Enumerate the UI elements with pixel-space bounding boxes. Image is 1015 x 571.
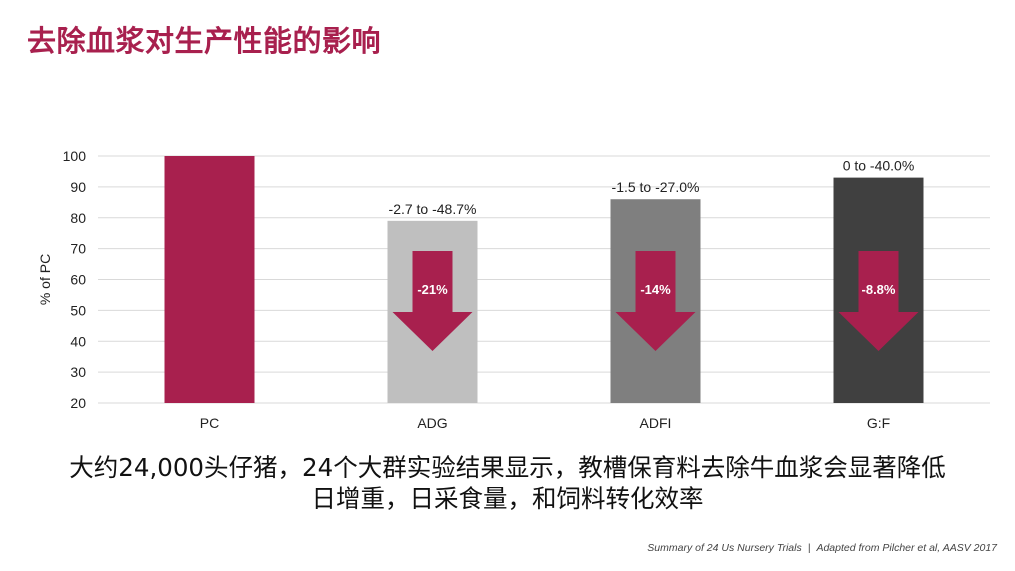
change-label: -21%: [417, 282, 448, 297]
change-label: -8.8%: [862, 282, 896, 297]
footnote-reference: Adapted from Pilcher et al, AASV 2017: [816, 542, 997, 554]
y-tick-label: 30: [70, 364, 86, 380]
change-label: -14%: [640, 282, 671, 297]
footnote: Summary of 24 Us Nursery Trials | Adapted …: [647, 542, 997, 554]
summary-line-1: 大约24,000头仔猪，24个大群实验结果显示，教槽保育料去除牛血浆会显著降低: [69, 453, 946, 482]
labels: 20 30 40 50 60 70 80 90 100 PC ADG -2.7 to -48.7% -2…: [63, 148, 919, 431]
footnote-separator: |: [807, 542, 811, 554]
y-tick-label: 70: [70, 241, 86, 257]
summary-line-2: 日增重，日采食量，和饲料转化效率: [311, 484, 704, 513]
slide-title: 去除血浆对生产性能的影响: [27, 24, 382, 58]
summary-text: 大约24,000头仔猪，24个大群实验结果显示，教槽保育料去除牛血浆会显著降低 …: [20, 452, 995, 514]
x-tick-label: ADFI: [640, 415, 672, 431]
down-arrow-icon: [615, 251, 696, 351]
range-label: 0 to -40.0%: [843, 158, 915, 174]
x-tick-label: PC: [200, 415, 219, 431]
down-arrow-icon: [392, 251, 473, 351]
y-tick-label: 90: [70, 179, 86, 195]
x-tick-label: G:F: [867, 415, 890, 431]
range-label: -2.7 to -48.7%: [389, 201, 477, 217]
footnote-source: Summary of 24 Us Nursery Trials: [647, 542, 802, 554]
y-tick-label: 20: [70, 395, 86, 411]
y-axis-label: % of PC: [37, 254, 53, 305]
down-arrow-icon: [838, 251, 919, 351]
y-tick-label: 100: [63, 148, 87, 164]
range-label: -1.5 to -27.0%: [612, 179, 700, 195]
y-tick-label: 80: [70, 210, 86, 226]
y-tick-label: 40: [70, 333, 86, 349]
bar-pc: [164, 156, 255, 403]
y-tick-label: 60: [70, 272, 86, 288]
y-tick-label: 50: [70, 302, 86, 318]
x-tick-label: ADG: [417, 415, 447, 431]
